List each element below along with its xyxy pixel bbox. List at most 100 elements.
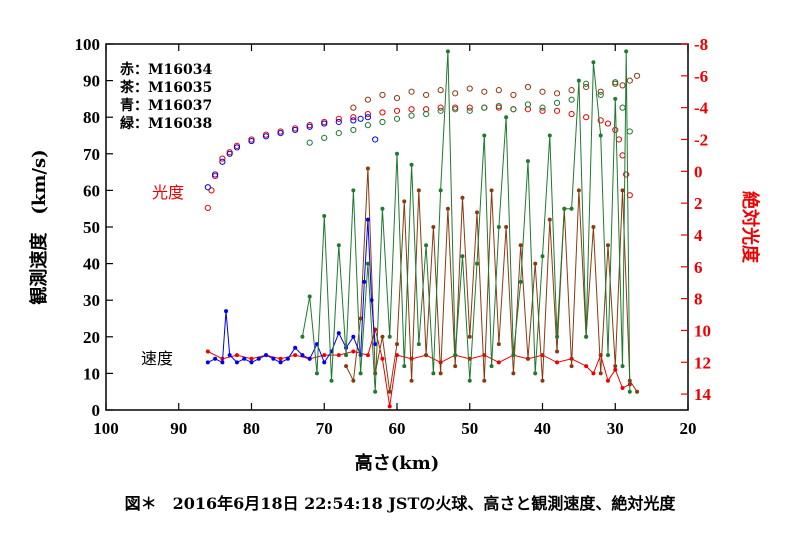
x-tick-label-30: 30 [607, 419, 624, 438]
m16034-magnitude-point-14 [364, 110, 371, 118]
m16034-magnitude-point-13 [350, 114, 357, 121]
m16038-magnitude-point-16 [539, 104, 546, 111]
m16038-velocity-point-30 [518, 279, 523, 284]
m16037-magnitude-point-7 [277, 130, 284, 137]
m16035-magnitude-point-16 [583, 83, 590, 91]
m16034-velocity-point-14 [387, 404, 392, 409]
x-tick-label-90: 90 [170, 419, 187, 438]
m16037-velocity-point-11 [278, 360, 283, 365]
m16035-velocity-point-10 [416, 188, 421, 193]
y2-tick-label-12: 12 [694, 353, 711, 372]
m16035-velocity-point-28 [547, 217, 552, 222]
m16035-velocity-point-22 [504, 225, 509, 229]
m16038-velocity-point-33 [540, 254, 545, 259]
m16034-magnitude-point-1 [208, 187, 215, 194]
m16037-velocity-point-14 [300, 353, 305, 358]
m16034-velocity-point-11 [365, 353, 370, 358]
m16035-velocity-point-16 [460, 195, 465, 200]
y-tick-label-40: 40 [83, 255, 100, 274]
m16037-velocity-point-12 [285, 356, 290, 361]
m16035-velocity-point-31 [569, 364, 574, 369]
y2-tick-label-2: 2 [694, 194, 703, 213]
m16035-velocity-point-8 [402, 199, 407, 204]
m16037-magnitude-point-8 [292, 126, 299, 134]
m16037-velocity-point-1 [213, 356, 218, 361]
y2-tick-label--8: -8 [694, 35, 708, 54]
m16034-velocity-point-8 [322, 353, 327, 358]
m16038-magnitude-point-22 [619, 104, 626, 111]
m16034-magnitude-point-34 [619, 152, 626, 159]
m16038-velocity-point-45 [624, 49, 629, 54]
m16034-velocity-point-33 [620, 386, 625, 391]
m16037-magnitude-point-14 [364, 114, 371, 121]
m16038-velocity-point-37 [569, 206, 574, 211]
m16034-magnitude-point-31 [604, 120, 612, 127]
x-tick-label-60: 60 [389, 419, 406, 438]
m16035-magnitude-point-0 [350, 104, 357, 111]
x-tick-label-20: 20 [680, 419, 697, 438]
m16035-velocity-point-11 [424, 353, 429, 358]
m16034-magnitude-point-33 [615, 136, 622, 143]
m16038-magnitude-point-19 [583, 80, 590, 87]
m16035-magnitude-point-8 [466, 85, 473, 92]
magnitude-annotation: 光度 [152, 183, 184, 202]
m16034-magnitude-point-26 [539, 107, 546, 114]
m16034-velocity-point-13 [380, 356, 385, 361]
m16035-magnitude-point-6 [437, 87, 444, 94]
m16035-velocity-point-15 [453, 364, 458, 369]
m16038-velocity-point-8 [358, 371, 363, 376]
m16037-velocity-point-19 [336, 331, 341, 336]
m16037-velocity-point-13 [293, 345, 298, 350]
m16035-velocity-point-9 [409, 378, 414, 383]
m16038-velocity-point-15 [409, 162, 414, 167]
y2-tick-label-4: 4 [694, 226, 703, 245]
x-tick-label-40: 40 [534, 419, 551, 438]
legend: 赤：M16034 茶：M16035 青：M16037 緑：M16038 [119, 62, 212, 132]
y2-tick-label-14: 14 [694, 385, 712, 404]
m16034-magnitude-point-0 [204, 204, 211, 212]
y-tick-label-20: 20 [83, 328, 100, 347]
m16038-velocity-point-11 [380, 206, 385, 211]
m16035-velocity-point-32 [576, 188, 581, 193]
velocity-annotation: 速度 [141, 349, 173, 368]
m16038-magnitude-point-15 [524, 101, 532, 108]
m16038-velocity-point-22 [460, 254, 465, 259]
m16038-velocity-point-6 [344, 353, 349, 358]
m16037-magnitude-point-6 [262, 133, 270, 140]
m16034-velocity-point-29 [591, 371, 596, 376]
m16038-velocity-point-27 [496, 225, 501, 229]
m16034-magnitude-point-3 [219, 155, 226, 162]
m16035-velocity-point-35 [598, 371, 603, 376]
m16035-magnitude-point-15 [568, 87, 575, 94]
m16038-velocity-point-20 [445, 49, 450, 54]
m16034-velocity-point-6 [293, 353, 298, 358]
m16038-velocity-point-35 [555, 334, 560, 339]
m16034-magnitude-point-19 [437, 104, 444, 111]
m16038-magnitude-point-4 [364, 122, 371, 129]
x-tick-label-70: 70 [316, 419, 333, 438]
m16035-magnitude-point-7 [452, 90, 459, 97]
y2-axis-title: 絶対光度 [739, 191, 761, 264]
m16038-velocity-point-0 [300, 334, 305, 339]
m16038-magnitude-point-11 [466, 107, 473, 114]
m16038-velocity-point-5 [336, 243, 341, 248]
m16038-velocity-point-18 [431, 371, 436, 376]
m16038-velocity-point-44 [620, 364, 625, 369]
m16034-magnitude-point-29 [583, 114, 590, 121]
m16035-magnitude-point-12 [524, 83, 532, 91]
m16034-velocity-point-2 [234, 353, 239, 358]
m16035-magnitude-point-17 [597, 88, 604, 95]
m16037-velocity-point-0 [205, 360, 210, 365]
m16038-magnitude-point-18 [568, 96, 575, 103]
m16038-velocity-point-43 [613, 96, 618, 101]
m16035-magnitude-point-14 [553, 90, 561, 97]
m16038-velocity-point-1 [307, 294, 312, 299]
m16035-velocity-point-20 [489, 188, 494, 193]
m16038-velocity-point-3 [322, 214, 327, 219]
m16035-velocity-point-38 [620, 188, 625, 193]
m16038-velocity-point-42 [605, 353, 610, 358]
legend-item-m16034: 赤：M16034 [120, 62, 212, 78]
m16038-velocity-point-28 [504, 115, 509, 120]
y2-tick-label-8: 8 [694, 290, 703, 309]
